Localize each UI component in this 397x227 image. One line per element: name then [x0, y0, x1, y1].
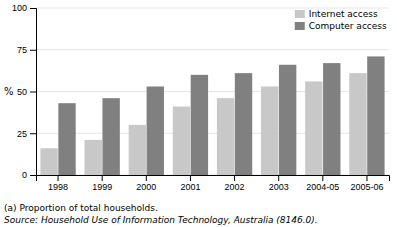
x-tick: 2001 [180, 175, 200, 192]
x-tick-label: 2000 [136, 182, 156, 192]
bar [323, 63, 340, 175]
x-axis: 1998 1999 2000 2001 2002 2003 2004-05 2005-06 [37, 175, 390, 192]
x-tick: 2000 [136, 175, 156, 192]
x-tick-mark [58, 175, 59, 181]
plot: 0 25 50 75 100 1998 1999 2000 2001 2002 2003 2004-0… [12, 3, 390, 192]
y-axis-line [30, 9, 37, 176]
x-tick-label: 2002 [225, 182, 245, 192]
x-tick-label: 1998 [48, 182, 68, 192]
y-tick: 100 [12, 3, 36, 13]
bar [235, 73, 252, 175]
y-label: % [4, 86, 14, 97]
grid-line [36, 49, 389, 50]
x-tick-label: 2005-06 [350, 182, 383, 192]
legend-swatch [295, 22, 305, 30]
bar [40, 148, 57, 175]
x-tick-mark [102, 175, 103, 181]
bar [102, 98, 119, 175]
x-tick-mark [322, 175, 323, 181]
y-tick-mark [30, 92, 36, 93]
x-tick: 2002 [225, 175, 245, 192]
x-tick-mark [278, 175, 279, 181]
x-tick-label: 2003 [269, 182, 289, 192]
x-tick: 1998 [48, 175, 68, 192]
legend-label: Computer access [309, 21, 387, 31]
bar [129, 125, 146, 175]
x-tick-mark [366, 175, 367, 181]
legend-swatch [295, 10, 305, 18]
bars [40, 56, 384, 175]
y-tick-label: 25 [17, 129, 27, 139]
y-tick: 50 [17, 87, 36, 97]
y-tick: 0 [22, 170, 36, 180]
legend-item: Internet access [295, 9, 378, 19]
x-tick-label: 1999 [92, 182, 112, 192]
bar [173, 107, 190, 175]
x-tick: 1999 [92, 175, 112, 192]
chart: 0 25 50 75 100 1998 1999 2000 2001 2002 2003 2004-0… [0, 0, 397, 227]
legend-label: Internet access [309, 9, 378, 19]
y-tick-mark [30, 8, 36, 9]
y-tick-label: 0 [22, 170, 27, 180]
x-tick: 2004-05 [306, 175, 339, 192]
bar [279, 65, 296, 175]
bar [147, 86, 164, 175]
x-axis-line [37, 176, 390, 182]
grid [36, 8, 389, 175]
bar [217, 98, 234, 175]
y-tick-mark [30, 50, 36, 51]
x-tick-mark [234, 175, 235, 181]
y-tick-label: 50 [17, 87, 27, 97]
x-tick-mark [190, 175, 191, 181]
x-tick-label: 2004-05 [306, 182, 339, 192]
y-tick-label: 75 [17, 45, 27, 55]
legend: Internet access Computer access [295, 9, 387, 31]
legend-item: Computer access [295, 21, 387, 31]
bar [305, 81, 322, 175]
y-tick: 75 [17, 45, 36, 55]
y-tick-label: 100 [12, 3, 27, 13]
y-tick-mark [30, 133, 36, 134]
bar [349, 73, 366, 175]
bar [58, 103, 75, 175]
footnote: Source: Household Use of Information Tec… [4, 215, 318, 225]
x-tick: 2005-06 [350, 175, 383, 192]
bar [261, 86, 278, 175]
bar [191, 75, 208, 175]
y-tick: 25 [17, 129, 36, 139]
x-tick-mark [146, 175, 147, 181]
y-tick-mark [30, 175, 36, 176]
x-tick-label: 2001 [180, 182, 200, 192]
bar [85, 140, 102, 175]
footnote: (a) Proportion of total households. [4, 203, 158, 213]
bar [367, 56, 384, 175]
y-axis: 0 25 50 75 100 [12, 3, 37, 180]
x-tick: 2003 [269, 175, 289, 192]
